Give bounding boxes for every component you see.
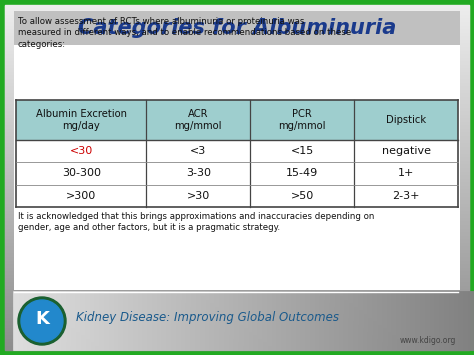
Text: <15: <15 — [291, 146, 314, 156]
Text: ACR
mg/mmol: ACR mg/mmol — [174, 109, 222, 131]
Text: 15-49: 15-49 — [286, 169, 319, 179]
Circle shape — [21, 300, 63, 342]
Text: www.kdigo.org: www.kdigo.org — [400, 336, 456, 345]
Text: 2-3+: 2-3+ — [392, 191, 420, 201]
Text: Dipstick: Dipstick — [386, 115, 426, 125]
Bar — [14, 15, 460, 290]
Text: <3: <3 — [190, 146, 207, 156]
Text: 1+: 1+ — [398, 169, 414, 179]
Bar — [14, 11, 460, 45]
Text: 3-30: 3-30 — [186, 169, 211, 179]
Text: >300: >300 — [66, 191, 96, 201]
Text: PCR
mg/mmol: PCR mg/mmol — [278, 109, 326, 131]
Text: <30: <30 — [70, 146, 93, 156]
Text: 30-300: 30-300 — [62, 169, 100, 179]
Text: >50: >50 — [291, 191, 314, 201]
Bar — [16, 140, 458, 207]
Text: >30: >30 — [187, 191, 210, 201]
Text: Categories for Albuminuria: Categories for Albuminuria — [78, 18, 396, 38]
Text: It is acknowledged that this brings approximations and inaccuracies depending on: It is acknowledged that this brings appr… — [18, 212, 374, 233]
Text: K: K — [35, 310, 49, 328]
Text: negative: negative — [382, 146, 430, 156]
Bar — [16, 100, 458, 140]
Text: To allow assessment of RCTs where albuminuria or proteinuria was
measured in dif: To allow assessment of RCTs where albumi… — [18, 17, 351, 49]
Circle shape — [18, 297, 66, 345]
Text: Albumin Excretion
mg/day: Albumin Excretion mg/day — [36, 109, 127, 131]
Text: Kidney Disease: Improving Global Outcomes: Kidney Disease: Improving Global Outcome… — [76, 311, 339, 324]
